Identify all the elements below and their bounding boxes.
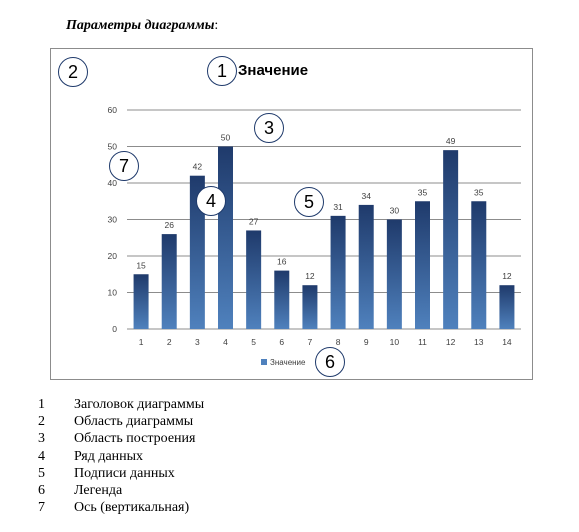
- callout-7: 7: [109, 151, 139, 181]
- callout-5: 5: [294, 187, 324, 217]
- data-label: 34: [361, 191, 371, 201]
- bar: [189, 175, 205, 329]
- bar: [302, 285, 318, 329]
- x-tick-label: 10: [390, 337, 400, 347]
- x-tick-label: 11: [418, 337, 427, 347]
- x-tick-label: 14: [502, 337, 512, 347]
- bar: [443, 150, 459, 329]
- y-tick-label: 60: [108, 105, 118, 115]
- bar: [499, 285, 515, 329]
- definition-row: 7 Ось (вертикальная): [38, 500, 190, 516]
- x-tick-label: 5: [251, 337, 256, 347]
- callout-1: 1: [207, 56, 237, 86]
- data-label: 42: [193, 162, 203, 172]
- callout-3: 3: [254, 113, 284, 143]
- heading-text: Параметры диаграммы: [66, 18, 215, 33]
- data-label: 30: [390, 206, 400, 216]
- bar: [274, 270, 290, 329]
- x-tick-label: 6: [279, 337, 284, 347]
- x-tick-label: 3: [195, 337, 200, 347]
- data-label: 35: [418, 187, 428, 197]
- x-tick-label: 12: [446, 337, 456, 347]
- x-tick-label: 8: [336, 337, 341, 347]
- data-label: 12: [502, 271, 512, 281]
- page-heading: Параметры диаграммы:: [66, 18, 218, 34]
- bar: [386, 219, 402, 329]
- y-tick-label: 40: [108, 178, 118, 188]
- callout-2: 2: [58, 57, 88, 87]
- x-tick-label: 1: [139, 337, 144, 347]
- legend-swatch: [261, 359, 267, 365]
- x-tick-label: 4: [223, 337, 228, 347]
- definition-row: 6 Легенда: [38, 483, 123, 499]
- legend-label: Значение: [270, 358, 306, 367]
- bar: [471, 201, 487, 329]
- bar: [218, 146, 233, 329]
- y-tick-label: 30: [108, 215, 118, 225]
- data-label: 12: [305, 271, 315, 281]
- x-tick-label: 13: [474, 337, 484, 347]
- callout-4: 4: [196, 186, 226, 216]
- bar: [330, 215, 346, 329]
- data-label: 49: [446, 136, 456, 146]
- definition-row: 5 Подписи данных: [38, 465, 175, 481]
- y-tick-label: 50: [108, 142, 118, 152]
- heading-suffix: :: [214, 18, 219, 33]
- y-tick-label: 10: [108, 288, 118, 298]
- y-tick-label: 20: [108, 251, 118, 261]
- bar: [161, 234, 177, 329]
- x-tick-label: 9: [364, 337, 369, 347]
- callout-6: 6: [315, 347, 345, 377]
- y-tick-label: 0: [112, 324, 117, 334]
- chart-title: Значение: [238, 62, 309, 79]
- definitions-list: 1 Заголовок диаграммы 2 Область диаграммы …: [38, 396, 204, 516]
- data-label: 31: [333, 202, 343, 212]
- x-tick-label: 2: [167, 337, 172, 347]
- definition-row: 2 Область диаграммы: [38, 414, 194, 430]
- data-label: 35: [474, 187, 484, 197]
- bar: [415, 201, 430, 329]
- data-label: 27: [249, 216, 259, 226]
- data-label: 15: [136, 260, 146, 270]
- x-tick-label: 7: [308, 337, 313, 347]
- data-label: 50: [221, 133, 231, 143]
- definition-row: 3 Область построения: [38, 431, 196, 447]
- definition-row: 1 Заголовок диаграммы: [38, 397, 205, 412]
- data-label: 16: [277, 257, 287, 267]
- bar: [246, 230, 262, 329]
- definition-row: 4 Ряд данных: [38, 448, 144, 464]
- bar: [358, 204, 374, 329]
- data-label: 26: [164, 220, 174, 230]
- bar: [133, 274, 149, 329]
